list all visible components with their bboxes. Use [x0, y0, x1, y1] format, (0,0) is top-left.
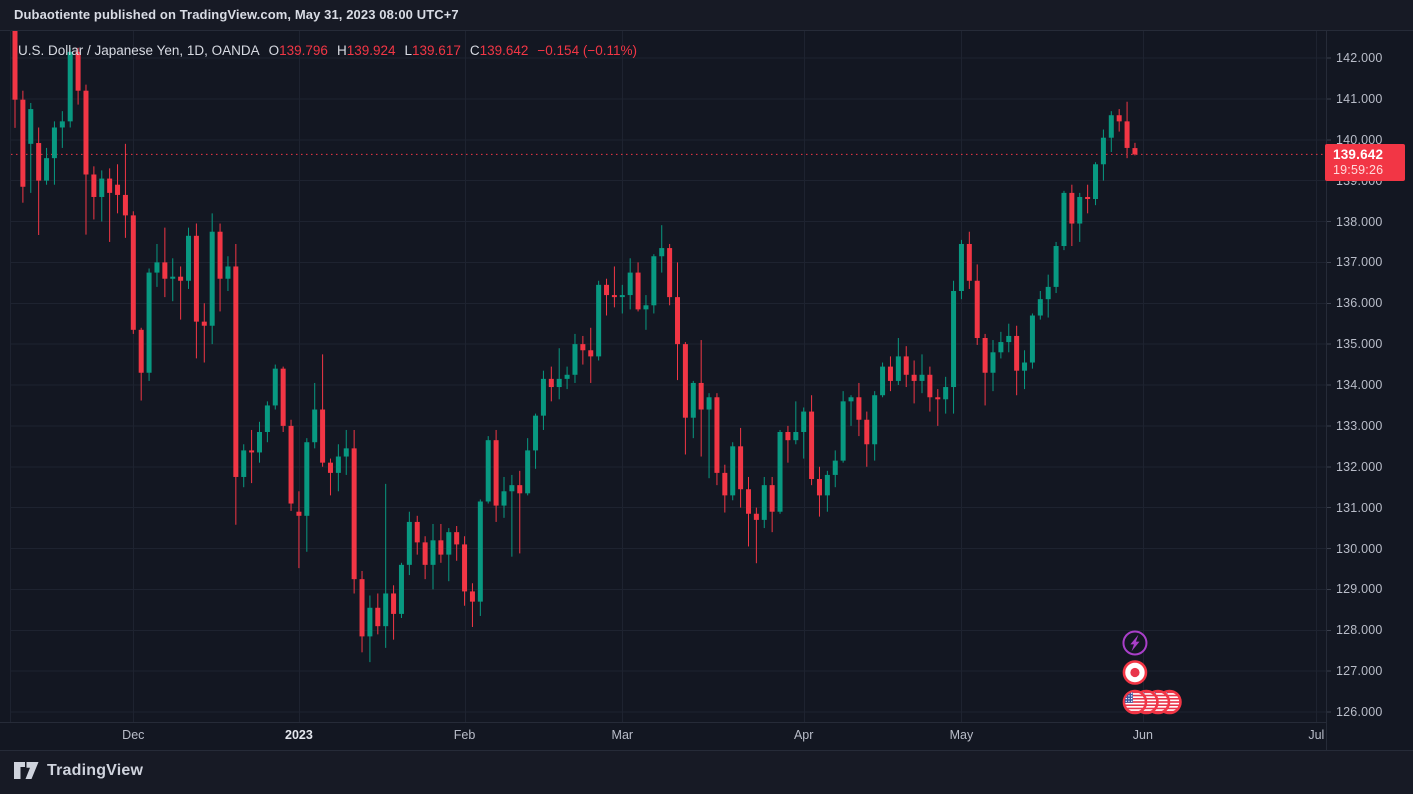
pane-borders: [0, 30, 1413, 751]
time-scale-label: Jul: [1308, 728, 1325, 742]
symbol-title: U.S. Dollar / Japanese Yen, 1D, OANDA: [18, 43, 260, 58]
bar-countdown: 19:59:26: [1333, 163, 1384, 178]
open-value: 139.796: [279, 43, 328, 58]
time-scale[interactable]: Dec 2023 Feb Mar Apr May Jun Jul: [0, 722, 1326, 750]
price-scale-label: 131.000: [1336, 500, 1383, 515]
publish-bar: Dubaotiente published on TradingView.com…: [0, 0, 1413, 30]
price-scale-label: 134.000: [1336, 378, 1383, 392]
us-flag-event-icon[interactable]: [1122, 689, 1148, 715]
high-value: 139.924: [346, 43, 396, 58]
time-scale-label: Mar: [611, 728, 634, 742]
time-scale-label: Feb: [453, 728, 476, 742]
grid-lines: [11, 30, 1326, 722]
time-scale-label: Dec: [122, 728, 145, 742]
price-scale-label: 135.000: [1336, 337, 1383, 352]
price-scale-label: 137.000: [1336, 255, 1383, 270]
tradingview-logo-text: TradingView: [47, 761, 144, 779]
price-scale-label: 136.000: [1336, 296, 1383, 311]
price-scale-label: 140.000: [1336, 132, 1383, 147]
time-scale-label: Jun: [1132, 728, 1153, 742]
time-scale-label: Apr: [793, 728, 814, 742]
high-key: H: [336, 43, 347, 58]
tradingview-logo[interactable]: TradingView: [14, 761, 143, 780]
price-scale-label: 130.000: [1336, 541, 1383, 556]
open-key: O: [268, 43, 280, 58]
japan-flag-event-icon[interactable]: [1122, 660, 1148, 685]
economic-event-lightning-icon[interactable]: [1122, 630, 1148, 656]
price-scale-label: 142.000: [1336, 51, 1383, 65]
change-value: −0.154 (−0.11%): [537, 43, 637, 58]
current-price-value: 139.642: [1333, 147, 1384, 163]
low-value: 139.617: [412, 43, 461, 58]
symbol-legend[interactable]: U.S. Dollar / Japanese Yen, 1D, OANDA O13…: [18, 43, 637, 58]
price-scale-label: 141.000: [1336, 91, 1383, 106]
close-key: C: [469, 43, 480, 58]
price-scale-label: 133.000: [1336, 418, 1383, 433]
price-scale-label: 126.000: [1336, 705, 1383, 719]
candles: [12, 30, 1138, 663]
price-scale-label: 132.000: [1336, 459, 1383, 474]
close-value: 139.642: [479, 43, 529, 58]
tradingview-logo-icon: [14, 762, 39, 779]
low-key: L: [404, 43, 413, 58]
price-scale[interactable]: 139.642 19:59:26 142.000 141.000 140.000 13…: [1325, 30, 1413, 722]
current-price-label: 139.642 19:59:26: [1325, 144, 1405, 182]
time-scale-label: 2023: [285, 728, 313, 742]
price-scale-label: 127.000: [1336, 664, 1383, 679]
time-axis-background: [0, 722, 1413, 750]
price-scale-label: 128.000: [1336, 623, 1383, 638]
price-scale-label: 138.000: [1336, 214, 1383, 229]
time-scale-label: May: [949, 728, 974, 742]
publish-info: Dubaotiente published on TradingView.com…: [14, 7, 459, 22]
price-scale-label: 129.000: [1336, 582, 1383, 597]
footer: [0, 750, 1413, 794]
